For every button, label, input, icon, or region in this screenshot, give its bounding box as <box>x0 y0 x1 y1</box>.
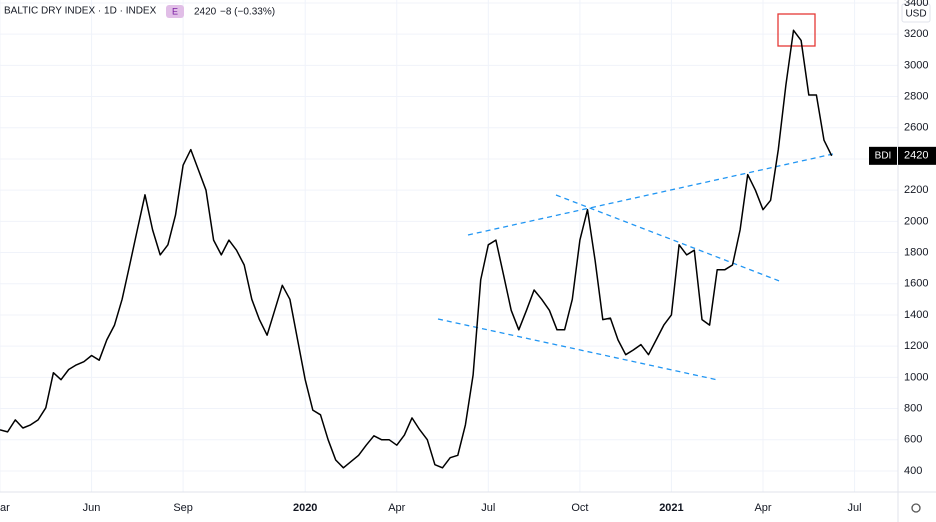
x-tick-label: Jul <box>848 502 862 514</box>
currency-box <box>901 3 931 23</box>
y-tick-label: 1200 <box>904 340 928 352</box>
y-tick-label: 600 <box>904 434 922 446</box>
last-label-value: 2420 <box>904 150 928 162</box>
x-tick-label: 2021 <box>659 502 683 514</box>
y-tick-label: 1800 <box>904 246 928 258</box>
header-last: 2420 <box>194 7 217 18</box>
x-tick-label: Sep <box>173 502 193 514</box>
y-tick-label: 1000 <box>904 371 928 383</box>
last-label-name: BDI <box>875 150 892 161</box>
y-tick-label: 2600 <box>904 122 928 134</box>
x-tick-label: ar <box>0 502 10 514</box>
trend-line <box>437 318 719 381</box>
x-tick-label: Apr <box>388 502 405 514</box>
badge-bg <box>166 5 184 18</box>
y-tick-label: 3200 <box>904 28 928 40</box>
y-tick-label: 1600 <box>904 278 928 290</box>
y-tick-label: 800 <box>904 402 922 414</box>
header-title: BALTIC DRY INDEX · 1D · INDEX <box>4 6 157 17</box>
last-label-name-bg <box>869 146 897 165</box>
x-tick-label: Jun <box>83 502 101 514</box>
x-tick-label: Jul <box>481 502 495 514</box>
price-line <box>0 29 833 469</box>
x-tick-label: Oct <box>571 502 588 514</box>
x-tick-label: Apr <box>754 502 771 514</box>
trend-line <box>555 194 783 283</box>
plot-layer <box>0 0 898 492</box>
header-change: −8 (−0.33%) <box>220 7 275 18</box>
y-tick-label: 3400 <box>904 0 928 9</box>
trend-line <box>467 153 834 236</box>
y-tick-label: 2200 <box>904 184 928 196</box>
currency: USD <box>905 9 926 20</box>
badge: E <box>172 6 178 16</box>
last-label-value-bg <box>898 146 936 165</box>
y-tick-label: 400 <box>904 465 922 477</box>
y-tick-label: 2800 <box>904 90 928 102</box>
y-tick-label: 1400 <box>904 309 928 321</box>
y-tick-label: 3000 <box>904 59 928 71</box>
x-tick-label: 2020 <box>293 502 317 514</box>
settings-icon[interactable] <box>911 503 921 513</box>
y-tick-label: 2000 <box>904 215 928 227</box>
highlight-box <box>777 13 816 47</box>
